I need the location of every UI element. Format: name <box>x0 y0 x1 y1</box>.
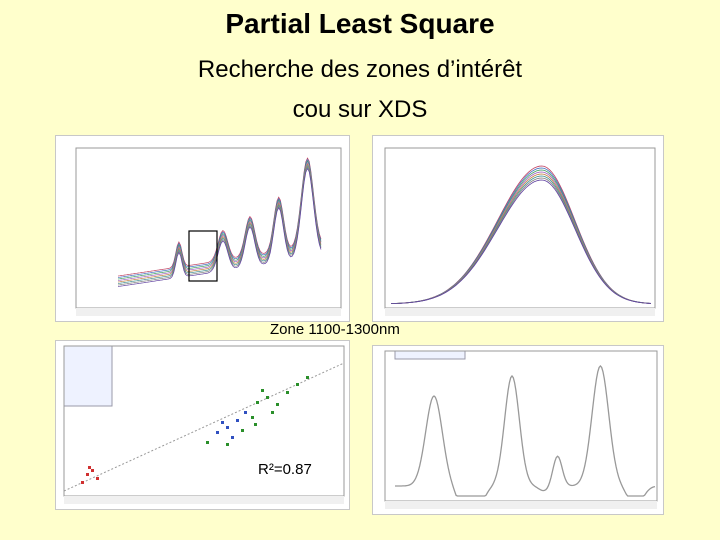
r2-label: R²=0.87 <box>256 461 314 478</box>
statistics-box <box>63 345 113 407</box>
scatter-screenshot <box>55 340 350 510</box>
scatter-point <box>256 401 259 404</box>
scatter-point <box>88 466 91 469</box>
scatter-point <box>236 419 239 422</box>
zone-spectra-plot <box>384 147 656 316</box>
scatter-point <box>226 426 229 429</box>
zone-spectra-curves <box>390 165 652 304</box>
zone-spectra-screenshot <box>372 135 664 322</box>
scatter-point <box>91 469 94 472</box>
slide-title: Partial Least Square <box>225 8 495 39</box>
scatter-point <box>231 436 234 439</box>
scatter-point <box>206 441 209 444</box>
zone-spectrum-line <box>391 179 652 304</box>
scatter-point <box>271 411 274 414</box>
raw-spectrum-line <box>117 167 322 287</box>
scatter-point <box>286 391 289 394</box>
scatter-point <box>266 396 269 399</box>
scatter-point <box>241 429 244 432</box>
plot-caption-box <box>394 350 466 360</box>
coefficients-screenshot <box>372 345 664 515</box>
scatter-plot <box>63 345 345 504</box>
scatter-point <box>251 416 254 419</box>
axis-strip <box>64 496 344 504</box>
raw-spectra-curves <box>117 157 322 287</box>
scatter-point <box>81 481 84 484</box>
zone-label: Zone 1100-1300nm <box>270 321 400 338</box>
coefficients-plot <box>384 350 658 509</box>
scatter-point <box>221 421 224 424</box>
scatter-point <box>86 473 89 476</box>
scatter-point <box>306 376 309 379</box>
zone-highlight-box <box>188 230 218 282</box>
slide-subtitle-line1: Recherche des zones d’intérêt <box>197 56 523 83</box>
scatter-point <box>244 411 247 414</box>
scatter-points <box>81 376 309 484</box>
coefficient-curve <box>395 365 656 497</box>
scatter-point <box>261 389 264 392</box>
scatter-point <box>216 431 219 434</box>
axis-strip <box>385 501 657 509</box>
scatter-point <box>96 477 99 480</box>
raw-spectra-screenshot <box>55 135 350 322</box>
raw-spectra-plot <box>75 147 342 316</box>
scatter-point <box>276 403 279 406</box>
legend-strip <box>76 308 341 316</box>
scatter-point <box>226 443 229 446</box>
slide-subtitle-line2: cou sur XDS <box>292 96 428 123</box>
axis-strip <box>385 308 655 316</box>
scatter-point <box>254 423 257 426</box>
scatter-point <box>296 383 299 386</box>
